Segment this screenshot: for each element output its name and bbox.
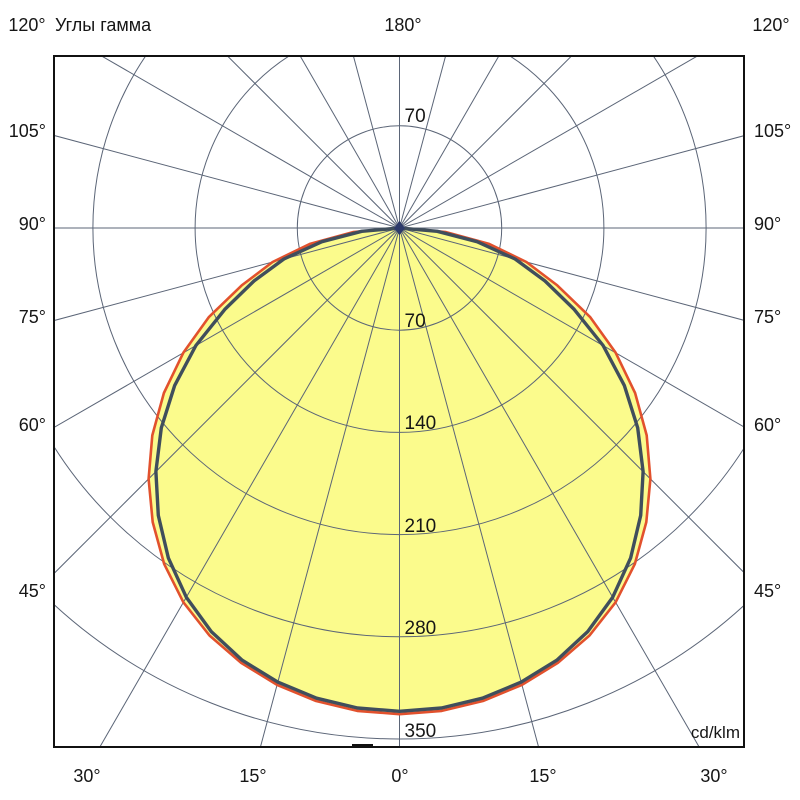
chart-title: Углы гамма [55,15,152,35]
radial-tick-label: 350 [405,721,437,742]
radial-tick-label: 70 [405,106,426,127]
angle-label-top: 180° [384,15,421,35]
angle-label-left: 90° [19,214,46,234]
radial-tick-label: 70 [405,311,426,332]
unit-label: cd/klm [691,723,740,742]
angle-label-right: 105° [754,121,791,141]
radial-tick-label: 140 [405,413,437,434]
angle-label-right: 45° [754,581,781,601]
angle-label-right: 75° [754,307,781,327]
angle-label-left: 105° [9,121,46,141]
radial-tick-label: 210 [405,516,437,537]
angle-label-bottom: 30° [73,766,100,786]
labels-layer: Углы гамма cd/klm 120° 180° 120° 105° 90° 75°… [8,15,791,786]
angle-label-bottom: 15° [529,766,556,786]
curves-layer [147,221,652,716]
angle-label-right: 60° [754,415,781,435]
outer-curve-red [147,226,652,716]
angle-label-right: 90° [754,214,781,234]
angle-label-top: 120° [8,15,45,35]
bottom-border-tick [352,744,373,748]
radial-tick-label: 280 [405,618,437,639]
angle-label-bottom: 30° [700,766,727,786]
inner-curve-dark [154,226,645,713]
center-marker [394,221,405,235]
angle-label-left: 75° [19,307,46,327]
angle-label-top: 120° [752,15,789,35]
angle-label-left: 60° [19,415,46,435]
angle-label-bottom: 15° [239,766,266,786]
plot-border [53,55,745,748]
angle-label-left: 45° [19,581,46,601]
angle-label-bottom: 0° [391,766,408,786]
